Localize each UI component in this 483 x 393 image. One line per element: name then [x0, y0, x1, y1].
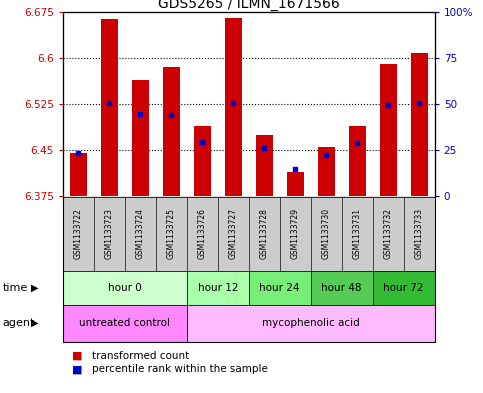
Bar — [287, 172, 304, 196]
Text: GSM1133727: GSM1133727 — [229, 208, 238, 259]
Text: percentile rank within the sample: percentile rank within the sample — [92, 364, 268, 375]
Text: agent: agent — [2, 318, 35, 328]
Text: hour 0: hour 0 — [108, 283, 142, 293]
Text: GSM1133730: GSM1133730 — [322, 208, 331, 259]
Text: GSM1133733: GSM1133733 — [415, 208, 424, 259]
Bar — [132, 79, 149, 196]
Text: GSM1133731: GSM1133731 — [353, 208, 362, 259]
Bar — [101, 19, 118, 196]
Text: hour 12: hour 12 — [198, 283, 238, 293]
Text: hour 48: hour 48 — [322, 283, 362, 293]
Text: mycophenolic acid: mycophenolic acid — [262, 318, 360, 328]
Text: GSM1133732: GSM1133732 — [384, 208, 393, 259]
Bar — [225, 18, 242, 196]
Text: untreated control: untreated control — [79, 318, 170, 328]
Bar — [256, 135, 273, 196]
Text: hour 24: hour 24 — [259, 283, 300, 293]
Bar — [70, 153, 87, 196]
Text: time: time — [2, 283, 28, 293]
Bar — [163, 67, 180, 196]
Bar — [194, 126, 211, 196]
Bar — [411, 53, 428, 196]
Text: ▶: ▶ — [31, 283, 39, 293]
Title: GDS5265 / ILMN_1671566: GDS5265 / ILMN_1671566 — [158, 0, 340, 11]
Text: GSM1133725: GSM1133725 — [167, 208, 176, 259]
Text: hour 72: hour 72 — [384, 283, 424, 293]
Text: GSM1133724: GSM1133724 — [136, 208, 145, 259]
Text: GSM1133726: GSM1133726 — [198, 208, 207, 259]
Text: GSM1133729: GSM1133729 — [291, 208, 300, 259]
Text: ■: ■ — [72, 351, 83, 361]
Text: GSM1133728: GSM1133728 — [260, 208, 269, 259]
Bar — [349, 126, 366, 196]
Bar — [318, 147, 335, 196]
Text: GSM1133723: GSM1133723 — [105, 208, 114, 259]
Text: GSM1133722: GSM1133722 — [74, 208, 83, 259]
Text: ■: ■ — [72, 364, 83, 375]
Bar — [380, 64, 397, 196]
Text: ▶: ▶ — [31, 318, 39, 328]
Text: transformed count: transformed count — [92, 351, 189, 361]
